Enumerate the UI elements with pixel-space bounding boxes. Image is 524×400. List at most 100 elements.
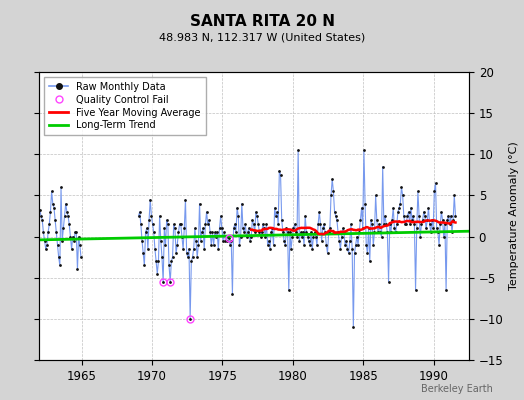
Point (75, 242, 84, 248)
Point (231, 221, 239, 228)
Point (57, 184, 65, 190)
Point (356, 217, 365, 223)
Point (156, 213, 164, 219)
Point (369, 242, 377, 248)
Point (77, 254, 85, 260)
Point (339, 225, 347, 232)
Point (239, 225, 247, 232)
Point (232, 229, 240, 236)
Point (69, 233, 77, 240)
Point (159, 279, 167, 285)
Point (402, 221, 410, 228)
Point (361, 200, 369, 207)
Point (333, 217, 341, 223)
Point (237, 200, 246, 207)
Point (258, 229, 266, 236)
Point (147, 213, 156, 219)
Point (68, 246, 76, 252)
Point (401, 221, 409, 228)
Point (386, 221, 394, 228)
Point (406, 221, 414, 228)
Point (353, 233, 361, 240)
Point (254, 221, 263, 228)
Point (286, 229, 294, 236)
Point (54, 254, 63, 260)
Point (174, 229, 182, 236)
Point (309, 233, 318, 240)
Point (383, 229, 391, 236)
Point (195, 200, 204, 207)
Point (179, 246, 187, 252)
Point (190, 246, 198, 252)
Point (242, 233, 250, 240)
Point (269, 242, 278, 248)
Point (283, 229, 292, 236)
Point (335, 238, 343, 244)
Point (376, 229, 385, 236)
Point (44, 229, 52, 236)
Point (436, 221, 444, 228)
Point (240, 229, 248, 236)
Point (405, 209, 413, 215)
Point (427, 229, 435, 236)
Point (319, 225, 327, 232)
Point (181, 196, 190, 203)
Point (39, 229, 48, 236)
Point (348, 246, 356, 252)
Point (385, 279, 393, 285)
Point (52, 229, 60, 236)
Point (188, 254, 196, 260)
Point (36, 207, 44, 214)
Point (165, 262, 173, 268)
Point (279, 229, 287, 236)
Point (324, 229, 333, 236)
Point (292, 229, 300, 236)
Point (207, 242, 215, 248)
Point (352, 242, 360, 248)
Point (278, 217, 286, 223)
Point (49, 200, 57, 207)
Point (260, 225, 268, 232)
Point (328, 176, 336, 182)
Point (451, 213, 460, 219)
Point (337, 233, 346, 240)
Point (226, 242, 234, 248)
Point (351, 250, 359, 256)
Point (347, 221, 355, 228)
Point (276, 172, 285, 178)
Point (415, 213, 423, 219)
Point (265, 238, 273, 244)
Point (400, 213, 408, 219)
Point (363, 250, 372, 256)
Point (273, 209, 281, 215)
Point (252, 209, 260, 215)
Point (432, 225, 441, 232)
Point (439, 217, 447, 223)
Point (304, 238, 313, 244)
Point (192, 238, 200, 244)
Point (349, 324, 357, 330)
Text: 48.983 N, 112.317 W (United States): 48.983 N, 112.317 W (United States) (159, 32, 365, 42)
Point (392, 221, 401, 228)
Point (390, 225, 399, 232)
Point (323, 250, 332, 256)
Point (244, 229, 252, 236)
Point (56, 262, 64, 268)
Point (290, 221, 299, 228)
Point (261, 233, 269, 240)
Point (153, 270, 161, 277)
Point (366, 258, 374, 264)
Point (301, 213, 309, 219)
Point (162, 217, 171, 223)
Point (154, 258, 162, 264)
Point (212, 233, 220, 240)
Point (215, 225, 224, 232)
Point (206, 229, 214, 236)
Point (418, 217, 427, 223)
Point (411, 287, 420, 293)
Point (417, 221, 425, 228)
Point (210, 242, 218, 248)
Point (151, 246, 159, 252)
Point (308, 246, 316, 252)
Point (225, 235, 233, 242)
